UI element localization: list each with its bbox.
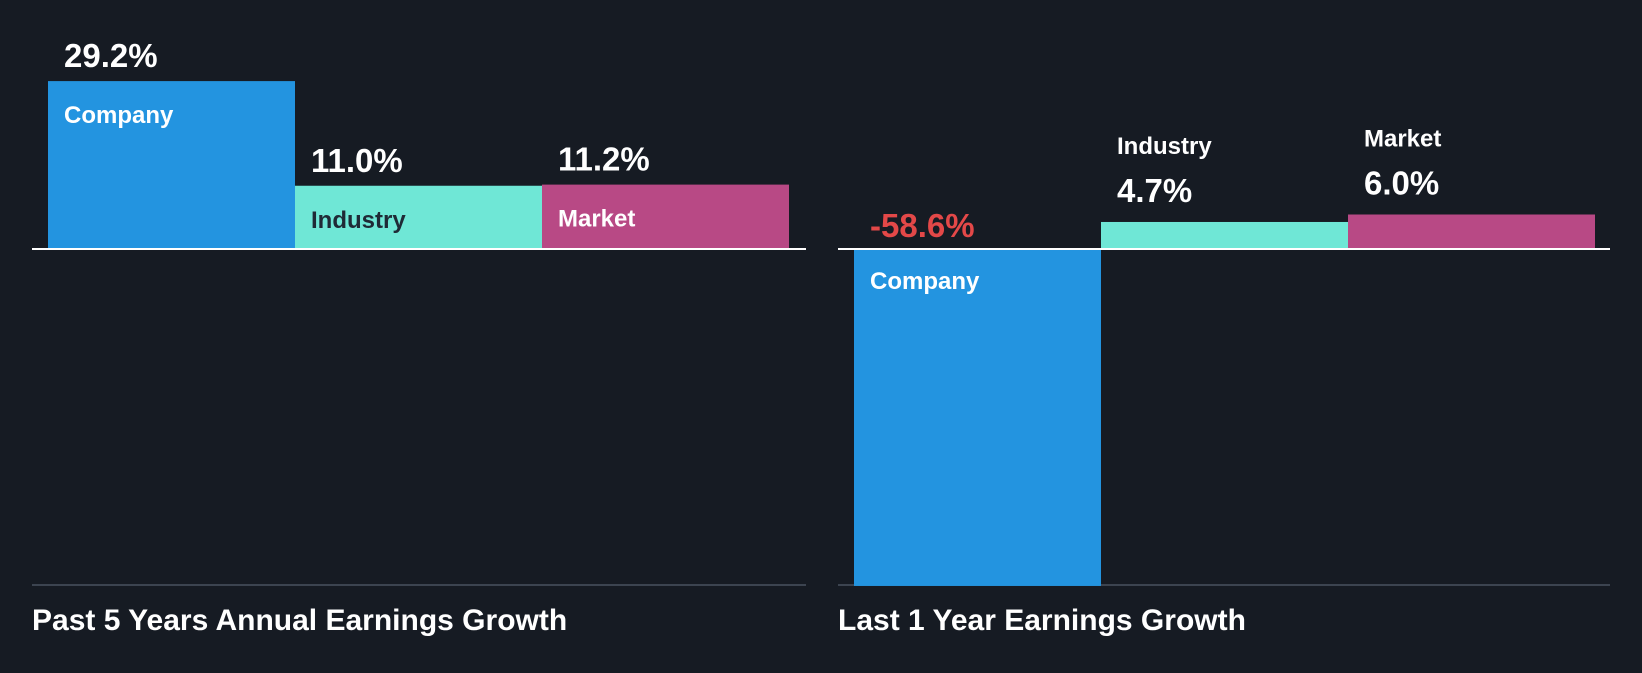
category-label-industry-1: Industry (311, 207, 406, 234)
bar-company-1 (48, 81, 295, 249)
value-label-company-2: -58.6% (870, 207, 975, 244)
category-label-company-2: Company (870, 268, 980, 295)
value-label-market-2: 6.0% (1364, 165, 1439, 202)
chart-title-last-1-year: Last 1 Year Earnings Growth (838, 604, 1246, 637)
bar-industry-1 (295, 185, 542, 249)
category-label-industry-2: Industry (1117, 133, 1212, 160)
value-label-market-1: 11.2% (558, 141, 650, 178)
bar-market-2 (1348, 214, 1595, 249)
category-label-company-1: Company (64, 102, 174, 129)
value-label-company-1: 29.2% (64, 37, 158, 74)
bar-company-2 (854, 249, 1101, 586)
bar-market-1 (542, 184, 789, 249)
value-label-industry-1: 11.0% (311, 142, 403, 179)
bar-industry-2 (1101, 221, 1348, 249)
category-label-market-2: Market (1364, 126, 1441, 153)
category-label-market-1: Market (558, 206, 635, 233)
chart-title-past-5-years: Past 5 Years Annual Earnings Growth (32, 604, 568, 637)
value-label-industry-2: 4.7% (1117, 172, 1192, 209)
